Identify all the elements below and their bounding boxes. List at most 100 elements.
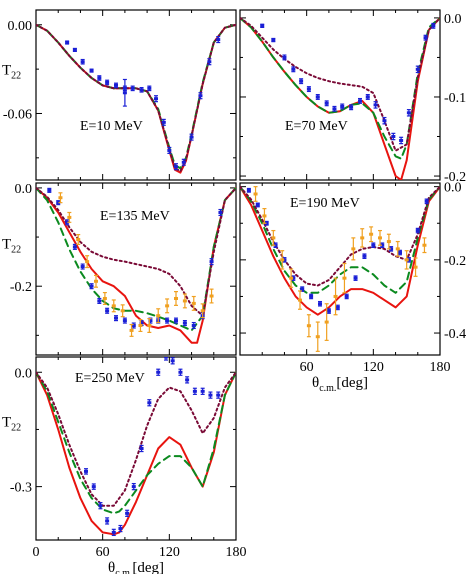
data-point [192,387,197,395]
data-marker [216,393,221,397]
data-marker [182,321,187,325]
data-marker [326,309,331,313]
data-marker [89,69,94,73]
series-line-red-solid [36,371,236,536]
x-tick-label: 60 [300,360,314,375]
data-point [118,524,123,533]
data-marker [360,236,365,240]
series-line-purple-dotted [36,23,236,173]
data-point [58,192,63,204]
panel-4: 0.0 -0.3 0 60 120 180 θc.m.[deg] T22 E=250 MeV [2,356,247,574]
data-marker [56,201,61,205]
data-point [182,293,187,309]
data-point [365,94,370,100]
data-point [358,97,362,104]
data-point [65,219,70,226]
data-point [253,186,258,202]
data-marker [118,527,123,531]
data-point [189,133,194,141]
data-marker [389,247,394,251]
panel-frame [239,9,441,181]
data-point [111,528,116,537]
data-point [165,298,170,314]
data-point [422,237,427,254]
data-marker [378,236,382,240]
plot-area [36,186,236,344]
data-point [398,249,402,256]
y-tick-label: -0.2 [444,170,466,185]
data-point [125,509,130,517]
data-point [76,234,81,246]
data-point [91,483,96,490]
data-point [289,268,294,288]
data-point [97,75,102,81]
data-point [154,95,158,103]
data-marker [94,279,98,283]
data-point [89,283,94,290]
data-point [332,105,337,112]
data-point [344,293,349,300]
data-marker [371,243,376,247]
data-point [178,368,183,376]
data-point [208,391,213,399]
data-point [280,250,285,270]
x-tick-label: 60 [96,545,110,560]
data-marker [260,24,265,28]
panel-frame [239,182,441,356]
data-marker [139,321,144,325]
data-point [395,240,400,257]
data-point [138,319,143,333]
data-point [424,198,429,205]
data-marker [154,97,158,101]
data-marker [291,67,296,71]
data-point [271,229,276,246]
y-tick-label: -0.1 [444,91,466,106]
data-point [353,275,358,281]
data-point [423,34,428,41]
data-marker [139,447,144,450]
data-point [399,136,404,145]
y-tick-label: -0.2 [10,280,32,295]
data-marker [97,76,102,80]
data-point [85,255,90,269]
data-point [299,78,304,85]
data-point [406,109,411,117]
data-point [218,208,223,217]
data-marker [216,38,221,42]
y-tick-label: 0.0 [15,366,33,381]
series-line-purple-dotted [36,371,236,507]
data-marker [280,258,285,262]
data-marker [89,284,94,288]
panel-frame [35,182,237,356]
data-point [156,308,161,324]
data-marker [185,378,190,382]
data-marker [208,393,213,397]
plot-area [36,357,236,537]
y-tick-label: 0.00 [8,19,33,34]
data-marker [351,247,356,251]
data-marker [174,319,178,323]
series-line-purple-dotted [36,186,236,317]
data-marker [306,324,311,328]
data-point [94,274,98,288]
data-marker [315,335,320,339]
data-marker [139,88,144,92]
y-axis-label: T22 [2,415,21,434]
data-marker [380,243,385,247]
data-point [130,85,135,92]
data-marker [165,304,170,308]
data-marker [178,370,183,374]
data-point [309,293,314,300]
data-point [65,40,70,45]
data-marker [147,324,152,328]
data-marker [58,196,63,200]
data-point [156,368,161,376]
data-point [147,318,152,333]
data-marker [189,135,194,139]
panel-frame [35,9,237,181]
data-marker [122,91,127,95]
data-point [415,65,420,74]
data-marker [174,165,178,169]
data-marker [47,188,52,192]
data-point [120,304,125,318]
